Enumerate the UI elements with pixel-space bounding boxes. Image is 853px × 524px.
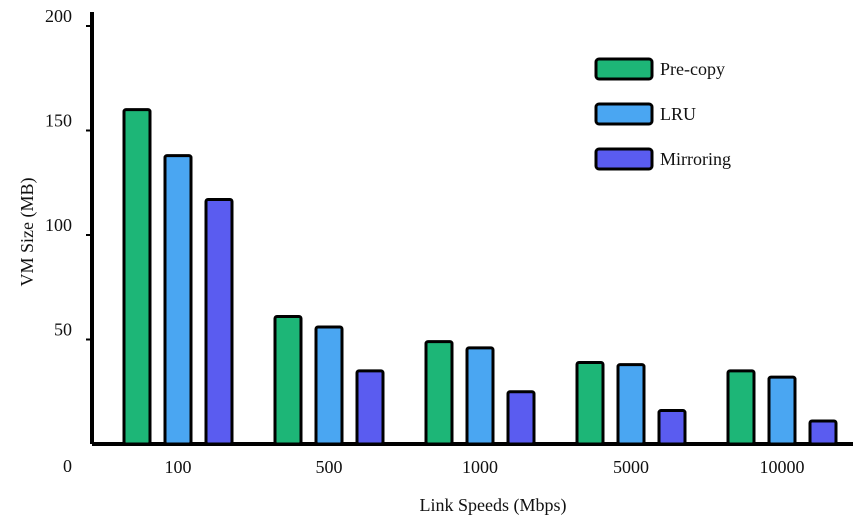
bar-mirroring-500: [355, 369, 385, 446]
x-tick-label: 500: [316, 457, 343, 477]
bar-mirroring-5000: [657, 409, 687, 446]
x-axis-label: Link Speeds (Mbps): [420, 495, 567, 516]
bar-lru-500: [314, 325, 344, 446]
bar-pre-copy-500: [273, 315, 303, 446]
bar-lru-100: [163, 154, 193, 446]
bar-pre-copy-1000: [424, 340, 454, 446]
bar-mirroring-100: [204, 197, 234, 446]
bar-pre-copy-100: [122, 108, 152, 446]
y-tick-label: 0: [63, 456, 72, 476]
legend-label: Pre-copy: [660, 59, 725, 79]
x-tick-group: 100 500 1000 5000 10000: [165, 457, 805, 477]
y-tick-label: 150: [45, 111, 72, 131]
bar-mirroring-10000: [808, 419, 838, 446]
x-tick-label: 10000: [760, 457, 805, 477]
legend-label: LRU: [660, 104, 696, 124]
legend-swatch-pre-copy: [594, 57, 654, 81]
bar-mirroring-1000: [506, 390, 536, 446]
y-tick-label: 50: [54, 320, 72, 340]
bar-pre-copy-10000: [726, 369, 756, 446]
x-tick-label: 100: [165, 457, 192, 477]
bar-lru-5000: [616, 363, 646, 446]
bar-lru-1000: [465, 346, 495, 446]
y-tick-label: 100: [45, 215, 72, 235]
legend-swatch-lru: [594, 102, 654, 126]
y-axis-label: VM Size (MB): [17, 178, 38, 287]
legend: Pre-copy LRU Mirroring: [594, 57, 731, 171]
bar-pre-copy-5000: [575, 360, 605, 446]
y-tick-label: 200: [45, 6, 72, 26]
legend-label: Mirroring: [660, 149, 731, 169]
x-tick-label: 1000: [462, 457, 498, 477]
bars-group: [122, 108, 838, 446]
bar-lru-10000: [767, 375, 797, 446]
y-tick-group: 0 50 100 150 200: [45, 6, 92, 476]
legend-swatch-mirroring: [594, 147, 654, 171]
x-tick-label: 5000: [613, 457, 649, 477]
